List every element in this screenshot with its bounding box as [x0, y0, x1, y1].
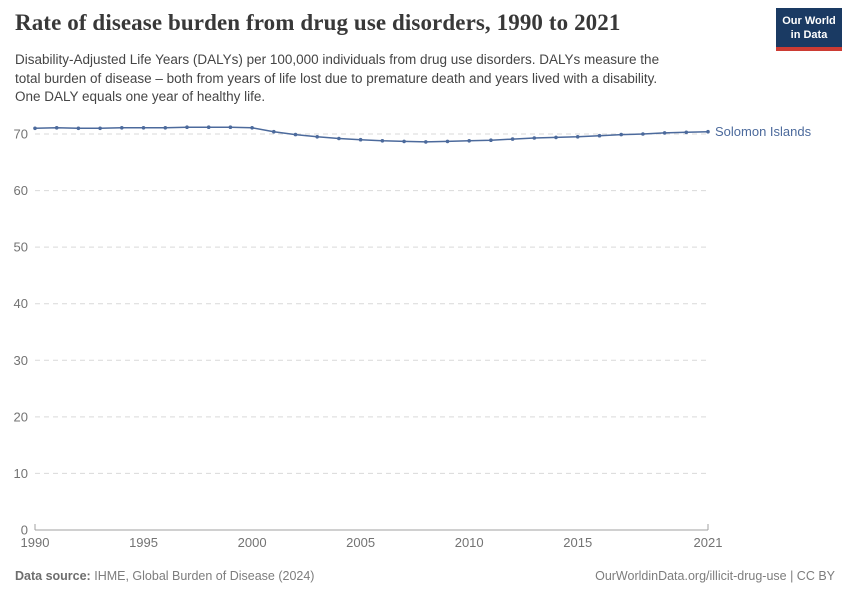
- x-tick-label-1990: 1990: [21, 535, 50, 550]
- data-point-2010[interactable]: [467, 139, 472, 143]
- data-point-2000[interactable]: [250, 126, 254, 130]
- data-point-2019[interactable]: [662, 131, 667, 135]
- data-point-2011[interactable]: [489, 138, 493, 142]
- data-point-1997[interactable]: [185, 125, 189, 129]
- data-point-1990[interactable]: [33, 126, 37, 131]
- data-source: Data source: IHME, Global Burden of Dise…: [15, 569, 314, 583]
- x-tick-label-2015: 2015: [563, 535, 592, 550]
- data-point-2012[interactable]: [510, 137, 515, 141]
- y-tick-label-50: 50: [14, 240, 28, 255]
- chart-footer: Data source: IHME, Global Burden of Dise…: [15, 569, 835, 583]
- data-point-2005[interactable]: [358, 137, 363, 142]
- owid-logo[interactable]: Our World in Data: [776, 8, 842, 51]
- data-point-1993[interactable]: [98, 126, 102, 131]
- data-point-2006[interactable]: [380, 139, 385, 143]
- x-tick-label-2005: 2005: [346, 535, 375, 550]
- data-point-2004[interactable]: [337, 136, 341, 141]
- subtitle-line-1: Disability-Adjusted Life Years (DALYs) p…: [15, 52, 660, 67]
- x-tick-label-2021: 2021: [694, 535, 723, 550]
- credit-link[interactable]: OurWorldinData.org/illicit-drug-use | CC…: [595, 569, 835, 583]
- data-point-1994[interactable]: [120, 126, 124, 130]
- data-point-2017[interactable]: [619, 132, 623, 137]
- data-source-label: Data source:: [15, 569, 91, 583]
- line-chart[interactable]: 0 10 20 30 40 50 60 70 1990 1995 2000 2005 2010 2015 2…: [0, 106, 850, 564]
- chart-subtitle: Disability-Adjusted Life Years (DALYs) p…: [15, 51, 659, 107]
- data-point-2009[interactable]: [445, 139, 450, 144]
- data-line: [34, 126, 709, 143]
- x-tick-label-2000: 2000: [238, 535, 267, 550]
- subtitle-line-2: total burden of disease – both from year…: [15, 70, 658, 86]
- subtitle-line-3: One DALY equals one year of healthy life…: [15, 89, 266, 104]
- data-point-1992[interactable]: [76, 126, 81, 131]
- data-point-2014[interactable]: [554, 135, 558, 140]
- y-tick-label-0: 0: [21, 523, 28, 538]
- data-point-1998[interactable]: [206, 125, 211, 129]
- data-point-2007[interactable]: [402, 139, 406, 144]
- data-point-2013[interactable]: [532, 136, 537, 140]
- data-point-1999[interactable]: [228, 125, 233, 129]
- y-tick-label-70: 70: [14, 127, 28, 142]
- x-tick-label-1995: 1995: [129, 535, 158, 550]
- chart-title: Rate of disease burden from drug use dis…: [15, 10, 621, 35]
- series-label: Solomon Islands: [715, 124, 812, 139]
- data-point-1991[interactable]: [54, 126, 59, 130]
- data-point-2020[interactable]: [684, 130, 689, 135]
- data-source-value: IHME, Global Burden of Disease (2024): [94, 569, 315, 583]
- data-point-2002[interactable]: [293, 132, 298, 137]
- data-point-1995[interactable]: [141, 126, 146, 130]
- data-point-2016[interactable]: [597, 133, 602, 138]
- data-point-2018[interactable]: [641, 132, 645, 136]
- data-point-2021[interactable]: [706, 129, 710, 134]
- data-point-2008[interactable]: [424, 140, 428, 144]
- data-point-2015[interactable]: [575, 135, 580, 139]
- y-tick-label-10: 10: [14, 466, 28, 481]
- x-tick-label-2010: 2010: [455, 535, 484, 550]
- y-tick-label-30: 30: [14, 353, 28, 368]
- owid-logo-line-2: in Data: [790, 28, 828, 41]
- y-tick-label-40: 40: [14, 296, 28, 311]
- data-point-1996[interactable]: [163, 126, 168, 130]
- y-tick-label-20: 20: [14, 409, 28, 424]
- data-point-2003[interactable]: [315, 135, 320, 139]
- data-point-2001[interactable]: [272, 129, 276, 134]
- owid-logo-line-1: Our World: [782, 15, 836, 27]
- y-tick-label-60: 60: [14, 183, 28, 198]
